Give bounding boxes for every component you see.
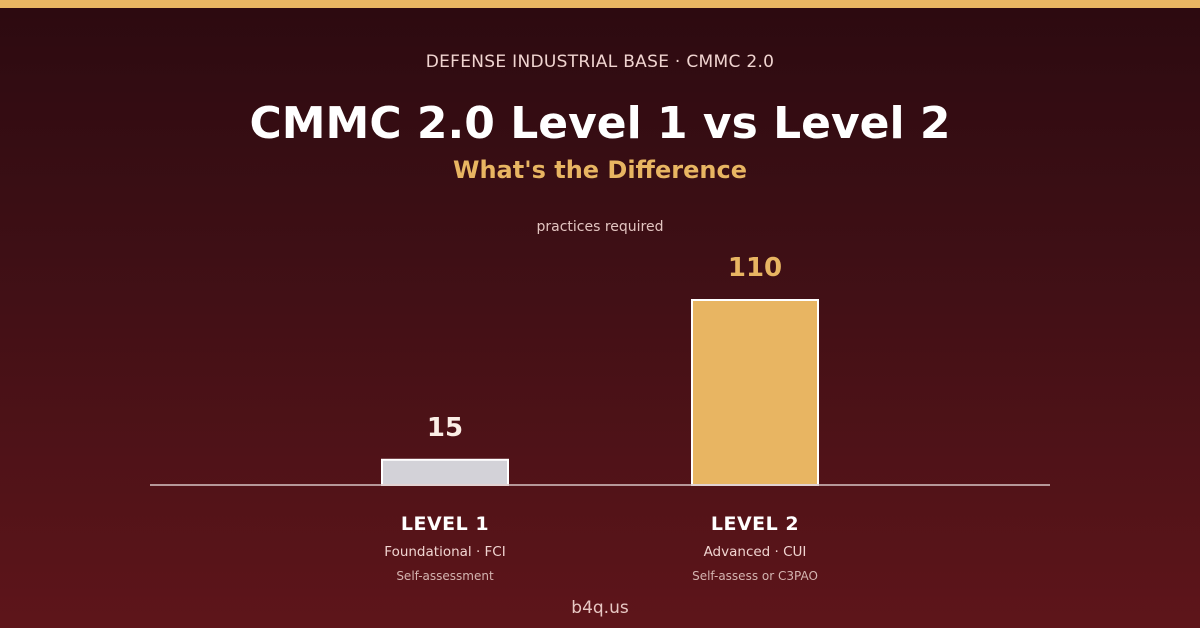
category-detail-level-2: Advanced · CUI: [704, 544, 807, 560]
category-detail-level-1: Foundational · FCI: [384, 544, 505, 560]
bar-level-2: [691, 299, 819, 486]
data-label-level-1: 15: [427, 413, 463, 443]
category-label-level-2: LEVEL 2: [711, 513, 799, 535]
top-accent-bar: [0, 0, 1200, 8]
y-axis-label: practices required: [536, 219, 664, 235]
page-subtitle: What's the Difference: [453, 156, 747, 184]
bar-level-1: [381, 458, 509, 487]
data-label-level-2: 110: [728, 253, 782, 283]
category-label-level-1: LEVEL 1: [401, 513, 489, 535]
category-assessment-level-2: Self-assess or C3PAO: [692, 569, 818, 583]
footer-site: b4q.us: [571, 598, 629, 618]
page-title: CMMC 2.0 Level 1 vs Level 2: [249, 98, 951, 149]
eyebrow-label: DEFENSE INDUSTRIAL BASE · CMMC 2.0: [425, 52, 775, 72]
category-assessment-level-1: Self-assessment: [396, 569, 494, 583]
